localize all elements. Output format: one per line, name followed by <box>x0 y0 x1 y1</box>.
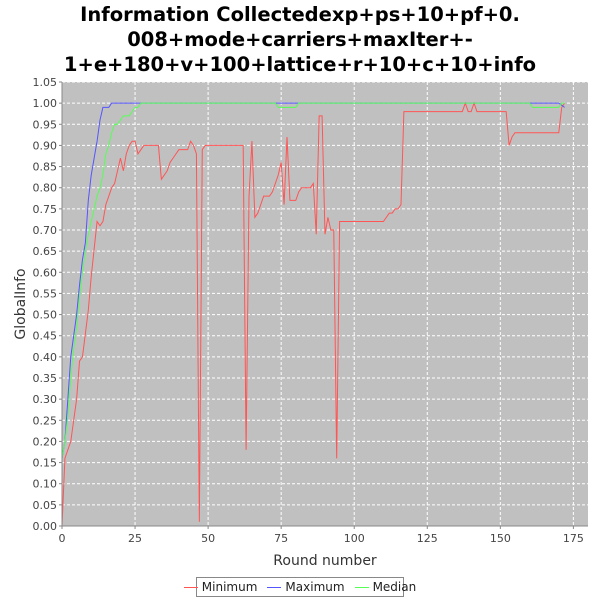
legend-label-median: Median <box>372 580 417 594</box>
y-tick-label: 0.85 <box>33 161 58 174</box>
x-tick-label: 125 <box>417 532 438 545</box>
y-tick-label: 0.95 <box>33 118 58 131</box>
legend-label-minimum: Minimum <box>201 580 258 594</box>
y-tick-label: 0.80 <box>33 182 58 195</box>
x-tick-label: 25 <box>128 532 142 545</box>
y-tick-label: 1.05 <box>33 76 58 89</box>
legend-item-maximum: Maximum <box>267 580 345 594</box>
y-tick-label: 0.45 <box>33 330 58 343</box>
y-axis-ticks: 0.00 0.05 0.10 0.15 0.20 0.25 0.30 0.35 0.40 0.45… <box>33 76 63 533</box>
x-axis-ticks: 0 25 50 75 100 125 150 175 <box>59 525 588 545</box>
x-tick-label: 50 <box>201 532 215 545</box>
y-tick-label: 0.60 <box>33 266 58 279</box>
x-tick-label: 0 <box>59 532 66 545</box>
y-tick-label: 0.75 <box>33 203 58 216</box>
legend-swatch-minimum <box>183 586 198 588</box>
chart-title-line-1: Information Collectedexp+ps+10+pf+0. <box>80 3 520 26</box>
y-tick-label: 0.35 <box>33 372 58 385</box>
chart-title-line-2: 008+mode+carriers+maxIter+- <box>127 28 473 51</box>
chart-title-line-3: 1+e+180+v+100+lattice+r+10+c+10+info <box>63 53 537 76</box>
y-tick-label: 0.50 <box>33 309 58 322</box>
legend: Minimum Maximum Median <box>183 577 416 597</box>
y-tick-label: 0.65 <box>33 245 58 258</box>
y-tick-label: 0.05 <box>33 499 58 512</box>
plot-area <box>62 82 588 526</box>
x-tick-label: 150 <box>490 532 511 545</box>
y-tick-label: 0.25 <box>33 414 58 427</box>
y-tick-label: 0.30 <box>33 393 58 406</box>
series-line-median <box>61 102 565 459</box>
chart-title: Information Collectedexp+ps+10+pf+0. 008… <box>0 2 600 77</box>
y-tick-label: 0.70 <box>33 224 58 237</box>
x-tick-label: 75 <box>274 532 288 545</box>
y-tick-label: 0.20 <box>33 435 58 448</box>
legend-label-maximum: Maximum <box>285 580 345 594</box>
legend-item-minimum: Minimum <box>183 580 258 594</box>
x-axis-label: Round number <box>273 553 377 569</box>
y-tick-label: 0.00 <box>33 520 58 533</box>
y-tick-label: 1.00 <box>33 97 58 110</box>
y-tick-label: 0.55 <box>33 287 58 300</box>
legend-swatch-maximum <box>267 586 282 588</box>
y-tick-label: 0.40 <box>33 351 58 364</box>
y-tick-label: 0.15 <box>33 457 58 470</box>
x-tick-label: 175 <box>563 532 584 545</box>
legend-swatch-median <box>354 586 369 588</box>
series-line-minimum <box>61 101 566 527</box>
x-tick-label: 100 <box>344 532 365 545</box>
y-tick-label: 0.90 <box>33 139 58 152</box>
legend-item-median: Median <box>354 580 417 594</box>
y-tick-label: 0.10 <box>33 478 58 491</box>
series-group <box>61 101 566 527</box>
y-axis-label: GlobalInfo <box>13 268 29 339</box>
